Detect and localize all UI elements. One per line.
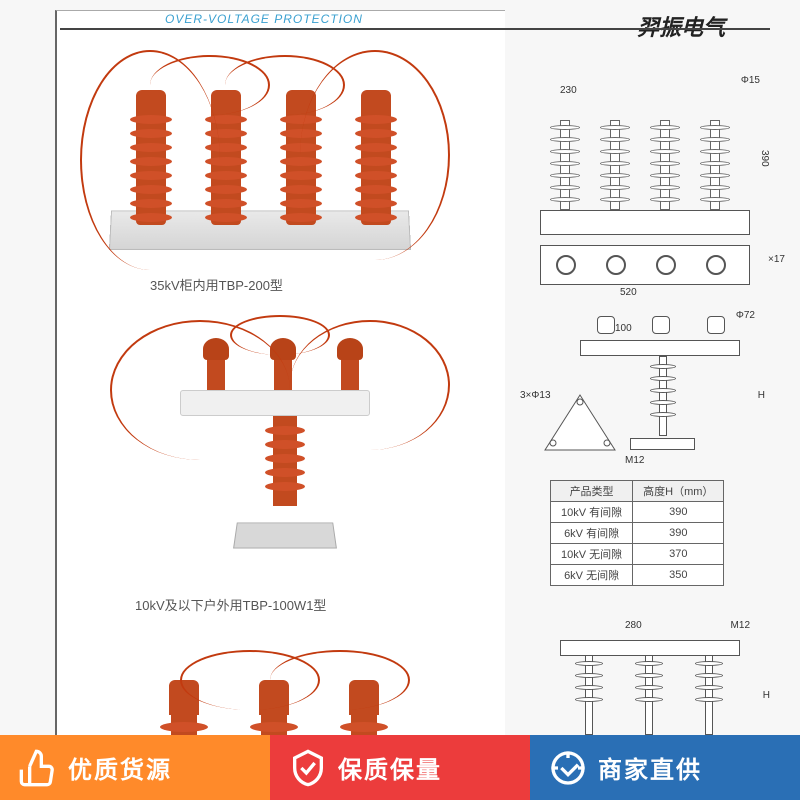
table-row: 10kV 无间隙 370 (551, 544, 724, 565)
tech1-ins-1 (550, 120, 580, 210)
table-header-type: 产品类型 (551, 481, 633, 502)
tech2-foot (630, 438, 695, 450)
tech2-small-3 (705, 316, 727, 334)
dim-label: H (763, 690, 770, 701)
table-row: 10kV 有间隙 390 (551, 502, 724, 523)
lead-wire (290, 320, 450, 450)
header-subtitle: OVER-VOLTAGE PROTECTION (165, 12, 363, 26)
tech2-small-2 (650, 316, 672, 334)
thumbs-up-icon (18, 748, 58, 788)
tech2-small-1 (595, 316, 617, 334)
shield-check-icon (288, 748, 328, 788)
dim-label: ×17 (768, 254, 785, 265)
header-divider (60, 28, 770, 30)
dim-label: Φ72 (736, 310, 755, 321)
table-header-height: 高度H（mm） (633, 481, 724, 502)
handshake-icon (548, 748, 588, 788)
parameter-table: 产品类型 高度H（mm） 10kV 有间隙 390 6kV 有间隙 390 10… (550, 480, 724, 586)
tech1-ins-2 (600, 120, 630, 210)
badge-text: 保质保量 (338, 750, 442, 785)
badge-guarantee: 保质保量 (270, 735, 530, 800)
badge-direct-supply: 商家直供 (530, 735, 800, 800)
tech3-crossbar (560, 640, 740, 656)
dim-label: 230 (560, 85, 577, 96)
dim-label: H (758, 390, 765, 401)
lead-wire (300, 50, 450, 260)
dim-label: 100 (615, 323, 632, 334)
badge-text: 商家直供 (598, 750, 702, 785)
product-1-photo (90, 60, 460, 280)
dim-label: 520 (620, 287, 637, 298)
header-bar: OVER-VOLTAGE PROTECTION 羿振电气 (55, 10, 765, 25)
product-2-photo (90, 320, 460, 600)
badge-quality-source: 优质货源 (0, 735, 270, 800)
lead-wire (270, 650, 410, 710)
tech1-ins-3 (650, 120, 680, 210)
dim-label: 390 (759, 150, 770, 167)
dim-label: 280 (625, 620, 642, 631)
tech1-ins-4 (700, 120, 730, 210)
product-2-label: 10kV及以下户外用TBP-100W1型 (135, 595, 326, 614)
mount-bracket (233, 522, 337, 548)
dim-label: M12 (625, 455, 644, 466)
tech1-base-plan (540, 245, 750, 285)
table-row: 6kV 有间隙 390 (551, 523, 724, 544)
dim-label: M12 (731, 620, 750, 631)
table-row: 6kV 无间隙 350 (551, 565, 724, 586)
product-1-label: 35kV柜内用TBP-200型 (150, 275, 283, 294)
brand-name: 羿振电气 (637, 10, 725, 42)
badge-text: 优质货源 (68, 750, 172, 785)
tech3-ins-1 (575, 655, 603, 735)
tech-drawing-1: 230 390 520 ×17 Φ15 (520, 50, 780, 290)
tech2-crossbar (580, 340, 740, 356)
tech3-ins-2 (635, 655, 663, 735)
tech1-base-front (540, 210, 750, 235)
tech2-plan-triangle (540, 390, 620, 460)
dim-label: 3×Φ13 (520, 390, 551, 401)
dim-label: Φ15 (741, 75, 760, 86)
tech2-stem (650, 356, 676, 436)
tech3-ins-3 (695, 655, 723, 735)
